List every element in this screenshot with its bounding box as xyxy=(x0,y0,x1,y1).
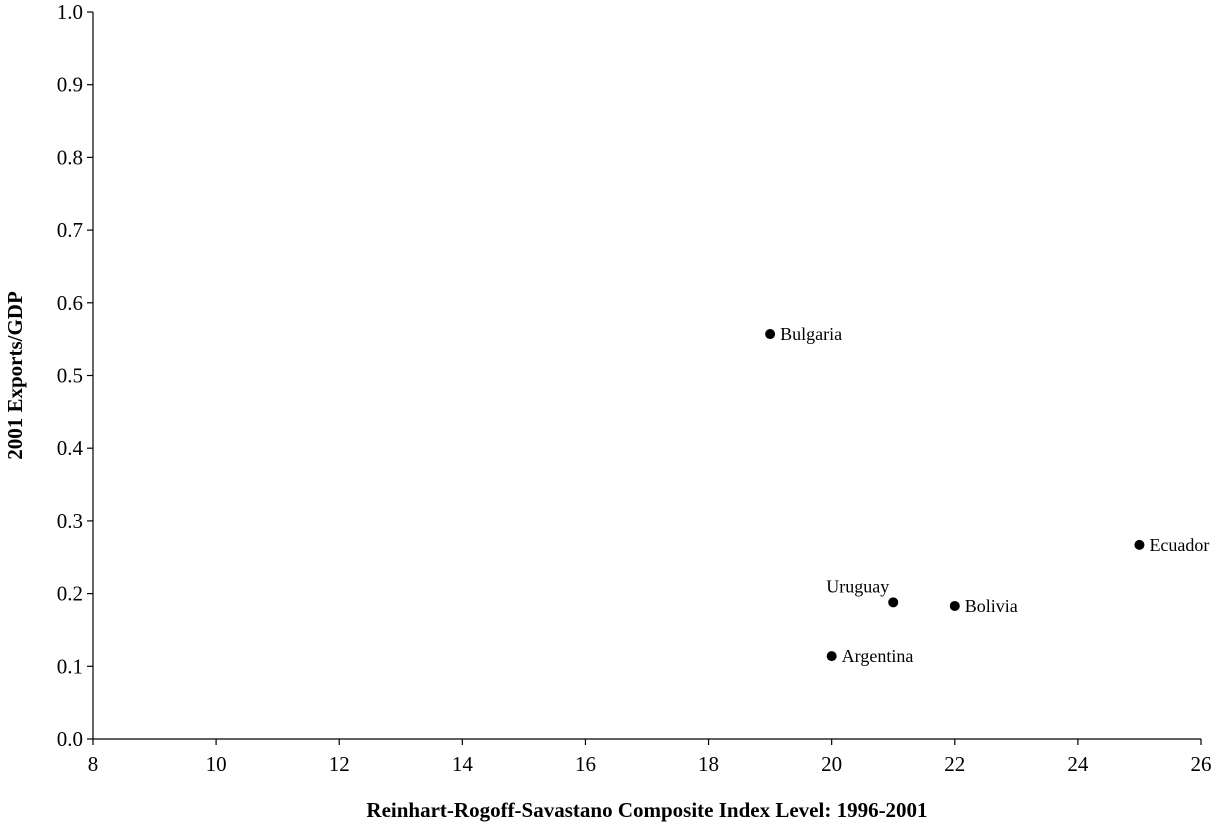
point-label: Ecuador xyxy=(1149,535,1209,555)
x-tick-label: 24 xyxy=(1067,752,1089,776)
y-tick-label: 0.0 xyxy=(57,727,83,751)
x-tick-label: 16 xyxy=(575,752,596,776)
point-marker xyxy=(765,329,776,340)
data-point-uruguay: Uruguay xyxy=(826,576,899,608)
data-point-ecuador: Ecuador xyxy=(1134,535,1209,555)
x-axis-ticks: 8 10 12 14 16 18 20 22 24 26 xyxy=(88,739,1212,776)
x-tick-label: 8 xyxy=(88,752,99,776)
x-tick-label: 14 xyxy=(452,752,474,776)
data-points: Bulgaria Ecuador Uruguay Bolivia Argentina xyxy=(765,324,1209,666)
point-marker xyxy=(888,597,899,608)
y-tick-label: 0.2 xyxy=(57,582,83,606)
x-tick-label: 18 xyxy=(698,752,719,776)
y-tick-label: 0.4 xyxy=(57,436,84,460)
point-label: Bulgaria xyxy=(780,324,842,344)
y-axis-title: 2001 Exports/GDP xyxy=(3,291,27,460)
point-marker xyxy=(949,600,960,611)
x-tick-label: 20 xyxy=(821,752,842,776)
point-label: Argentina xyxy=(842,646,914,666)
y-tick-label: 0.9 xyxy=(57,73,83,97)
x-tick-label: 22 xyxy=(944,752,965,776)
y-tick-label: 0.1 xyxy=(57,654,83,678)
point-marker xyxy=(1134,539,1145,550)
data-point-argentina: Argentina xyxy=(826,646,914,666)
x-tick-label: 12 xyxy=(329,752,350,776)
y-tick-label: 0.8 xyxy=(57,145,83,169)
y-tick-label: 0.5 xyxy=(57,364,83,388)
x-tick-label: 10 xyxy=(206,752,227,776)
y-tick-label: 0.6 xyxy=(57,291,83,315)
point-label: Bolivia xyxy=(965,596,1018,616)
y-axis-ticks: 0.0 0.1 0.2 0.3 0.4 0.5 0.6 0.7 0.8 0.9 1.0 xyxy=(57,0,93,751)
x-tick-label: 26 xyxy=(1191,752,1212,776)
data-point-bolivia: Bolivia xyxy=(949,596,1018,616)
point-label: Uruguay xyxy=(826,576,889,596)
y-tick-label: 0.7 xyxy=(57,218,83,242)
x-axis-title: Reinhart-Rogoff-Savastano Composite Inde… xyxy=(366,798,927,822)
y-tick-label: 0.3 xyxy=(57,509,83,533)
point-marker xyxy=(826,651,837,662)
y-tick-label: 1.0 xyxy=(57,0,83,24)
data-point-bulgaria: Bulgaria xyxy=(765,324,842,344)
